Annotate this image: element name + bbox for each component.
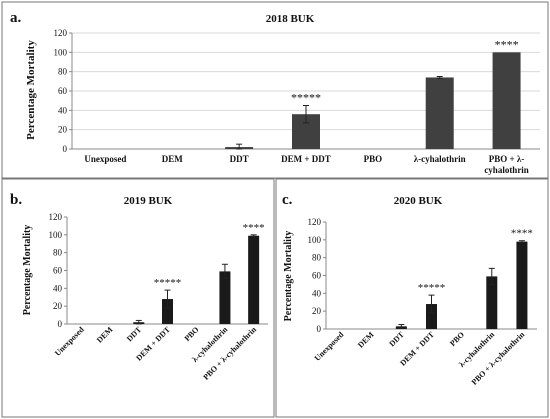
bar — [426, 304, 437, 329]
panel-frame — [1, 178, 275, 418]
y-axis-label: Percentage Mortality — [25, 40, 37, 140]
panel-frame — [275, 178, 549, 418]
chart-title: 2019 BUK — [124, 195, 173, 207]
error-bar — [164, 289, 171, 309]
x-tick-label: DEM — [162, 154, 184, 164]
error-bar — [518, 240, 525, 244]
y-axis-label: Percentage Mortality — [22, 225, 33, 316]
x-tick-label: Unexposed — [84, 154, 126, 164]
error-bar — [398, 324, 405, 329]
y-tick-label: 120 — [308, 217, 322, 227]
y-tick-label: 60 — [53, 266, 63, 276]
significance-stars: **** — [495, 37, 519, 51]
error-bar — [221, 263, 228, 280]
bar — [219, 271, 231, 324]
chart-panel-2: b. 2019 BUK Percentage Mortality 0 20 40 60 80 1… — [1, 178, 275, 418]
y-tick-label: 20 — [58, 125, 68, 135]
x-tick-label: DDT — [125, 325, 144, 344]
y-tick-label: 40 — [53, 283, 63, 293]
x-tick-label: DEM + DDT — [281, 154, 331, 164]
chart-title: 2018 BUK — [266, 13, 315, 25]
error-bar — [488, 267, 495, 285]
x-tick-label: DEM — [356, 330, 376, 350]
error-bar — [303, 105, 309, 124]
panel-label: a. — [10, 10, 22, 26]
bar — [162, 299, 173, 324]
x-tick-label: PBO — [364, 154, 383, 164]
y-tick-label: 80 — [53, 248, 63, 258]
y-tick-label: 0 — [317, 324, 322, 334]
panel-label: b. — [10, 192, 22, 208]
x-tick-label: Unexposed — [53, 325, 86, 358]
y-axis-label: Percentage Mortality — [283, 231, 294, 322]
error-bar — [135, 319, 142, 325]
error-bar — [236, 143, 243, 150]
y-tick-label: 120 — [54, 28, 68, 38]
x-tick-label: PBO + λ-cyhalothrin — [201, 325, 258, 382]
significance-stars: **** — [511, 228, 533, 240]
y-tick-label: 100 — [308, 235, 322, 245]
y-tick-label: 120 — [49, 212, 63, 222]
error-bar — [436, 76, 443, 79]
bar — [486, 276, 498, 329]
y-tick-label: 20 — [312, 306, 322, 316]
bar — [492, 52, 521, 150]
y-tick-label: 20 — [53, 301, 63, 311]
y-tick-label: 80 — [58, 67, 68, 77]
error-bar — [428, 294, 435, 314]
x-tick-label: PBO + λ-cyhalothrin — [484, 154, 529, 175]
bar — [248, 235, 260, 324]
x-tick-label: PBO + λ-cyhalothrin — [470, 330, 527, 387]
bar — [425, 77, 454, 149]
x-tick-label: Unexposed — [313, 330, 346, 363]
y-tick-label: 0 — [58, 319, 63, 329]
x-tick-label: PBO — [448, 330, 466, 348]
y-tick-label: 40 — [58, 105, 68, 115]
panel-frame — [1, 1, 549, 179]
significance-stars: ***** — [291, 91, 321, 105]
y-tick-label: 100 — [54, 47, 68, 57]
y-tick-label: 40 — [312, 288, 322, 298]
significance-stars: ***** — [418, 282, 446, 294]
y-tick-label: 60 — [58, 86, 68, 96]
chart-panel-3: c. 2020 BUK Percentage Mortality 0 20 40 60 80 1… — [275, 178, 549, 418]
y-tick-label: 80 — [312, 253, 322, 263]
panel-label: c. — [282, 192, 293, 208]
y-tick-label: 0 — [63, 144, 68, 154]
x-tick-label: PBO — [183, 325, 201, 343]
y-tick-label: 100 — [49, 230, 63, 240]
x-tick-label: DEM — [95, 325, 115, 345]
significance-stars: **** — [243, 222, 265, 234]
x-tick-label: DDT — [230, 154, 249, 164]
significance-stars: ***** — [154, 277, 182, 289]
x-tick-label: λ-cyhalothrin — [414, 154, 466, 164]
chart-title: 2020 BUK — [394, 195, 443, 207]
y-tick-label: 60 — [312, 271, 322, 281]
chart-panel-1: a. 2018 BUK Percentage Mortality 0 20 40 60 80 1… — [1, 1, 549, 179]
error-bar — [250, 234, 257, 238]
bar — [516, 241, 528, 329]
x-tick-label: DDT — [387, 330, 406, 349]
